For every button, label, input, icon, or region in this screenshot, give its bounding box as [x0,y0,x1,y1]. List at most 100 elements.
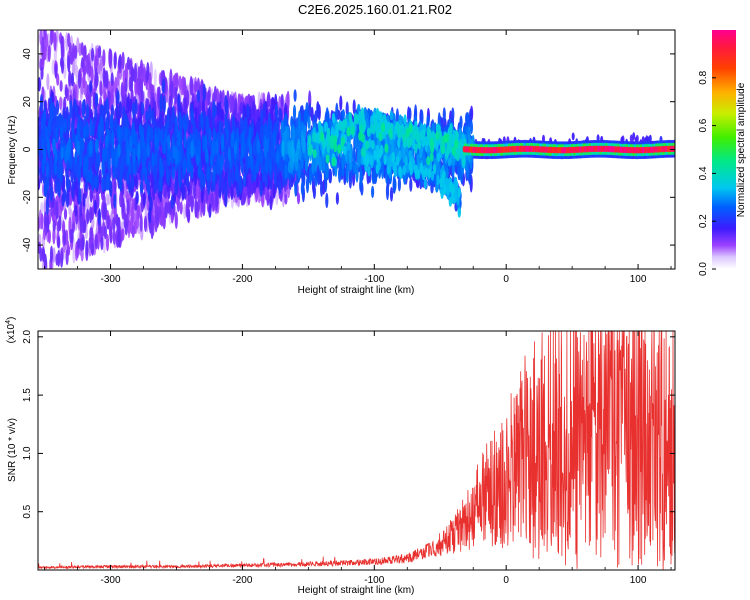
spectrogram-cell [162,94,166,114]
spectrogram-cell [85,103,90,120]
spectrogram-cell [89,117,93,137]
spectrogram-cell [266,186,270,206]
spectrogram-cell [278,95,282,112]
spectrogram-cell [149,196,153,212]
spectrogram-cell [112,217,116,232]
spectrogram-cell [39,94,44,112]
spectrogram-cell [102,49,106,67]
spectrogram-cell [129,98,133,113]
spectrogram-cell [252,100,256,118]
spectrogram-cell [224,180,228,199]
spectrogram-cell [140,181,144,194]
spectrogram-cell [200,112,204,129]
spectrogram-cell [96,192,100,209]
spectrogram-cell [46,73,50,91]
spectrogram-cell [63,229,67,246]
spectrogram-cell [185,171,190,188]
spectrogram-cell [59,80,63,92]
spectrogram-cell [60,41,64,62]
spectrogram-cell [150,126,154,142]
spectrogram-cell [193,181,197,200]
spectrogram-cell [85,54,89,75]
spectrogram-cell [85,240,89,257]
spectrogram-cell [194,199,198,218]
spectrogram-cell [113,193,117,209]
spectrogram-cell [243,172,247,188]
spectrogram-cell [275,119,279,136]
spectrogram-cell [213,85,217,102]
spectrogram-cell [45,196,50,216]
spectrogram-cell [50,106,54,125]
spectrogram-cell [53,31,57,52]
spectrogram-cell [43,30,47,41]
spectrogram-cell [69,100,73,119]
spectrogram-cell [126,56,131,70]
spectrogram-cell [223,147,227,161]
spectrogram-cell [206,166,210,182]
spectrogram-cell [139,59,144,76]
spectrogram-cell [178,75,182,90]
spectrogram-cell [51,59,55,75]
spectrogram-cell [442,107,446,123]
spectrogram-cell [139,79,143,93]
spectrogram-cell [110,91,114,107]
spectrogram-cell [190,163,194,180]
spectrogram-cell [107,193,111,206]
spectrogram-cell [409,177,413,192]
spectrogram-cell [212,165,216,184]
spectrogram-cell [286,90,290,111]
spectrogram-cell [57,249,61,267]
spectrogram-cell [66,177,70,190]
spectrogram-cell [325,192,329,209]
spectrogram-cell [106,215,110,230]
spectrogram-cell [242,192,246,206]
spectrogram-cell [179,201,183,215]
spectrogram-cell [221,89,225,108]
spectrogram-cell [133,63,138,83]
spectrogram-cell [121,51,125,70]
spectrogram-cell [208,203,212,219]
spectrogram-cell [169,94,173,108]
spectrogram-cell [154,150,158,166]
spectrogram-cell [59,96,63,110]
spectrogram-cell [117,230,121,248]
spectrogram-cell [197,165,201,178]
spectrogram-cell [190,195,194,213]
spectrogram-cell [83,64,87,77]
spectrogram-cell [70,72,74,87]
spectrogram-cell [153,68,157,87]
spectrogram-cell [71,180,75,200]
spectrogram-cell [46,178,50,191]
spectrogram-cell [115,213,119,227]
spectrogram-cell [43,211,48,228]
spectrogram-cell [83,45,87,58]
spectrogram-cell [249,95,253,108]
spectrogram-cell [47,119,52,138]
spectrogram-cell [67,32,71,48]
spectrogram-cell [148,106,152,121]
spectrogram-cell [234,164,239,182]
spectrogram-cell [629,134,633,143]
spectrogram-cell [101,160,105,177]
spectrogram-cell [94,175,98,189]
spectrogram-cell [82,192,86,208]
spectrogram-cell [81,236,85,251]
spectrogram-cell [142,160,146,175]
spectrogram-cell [64,86,69,99]
spectrogram-cell [208,127,212,144]
spectrogram-cell [246,103,250,119]
spectrogram-cell [39,247,43,262]
spectrogram-cell [205,120,209,135]
spectrogram-cell [74,204,78,217]
spectrogram-cell [118,101,122,119]
spectrogram-cell [156,210,160,228]
spectrogram-cell [141,102,145,116]
spectrogram-cell [131,175,135,189]
spectrogram-cell [94,68,98,85]
spectrogram-cell [225,128,230,142]
spectrogram-cell [210,192,214,207]
spectrogram-cell [126,198,130,215]
spectrogram-cell [178,111,182,130]
spectrogram-cell [140,89,144,106]
spectrogram-cell [57,235,61,249]
